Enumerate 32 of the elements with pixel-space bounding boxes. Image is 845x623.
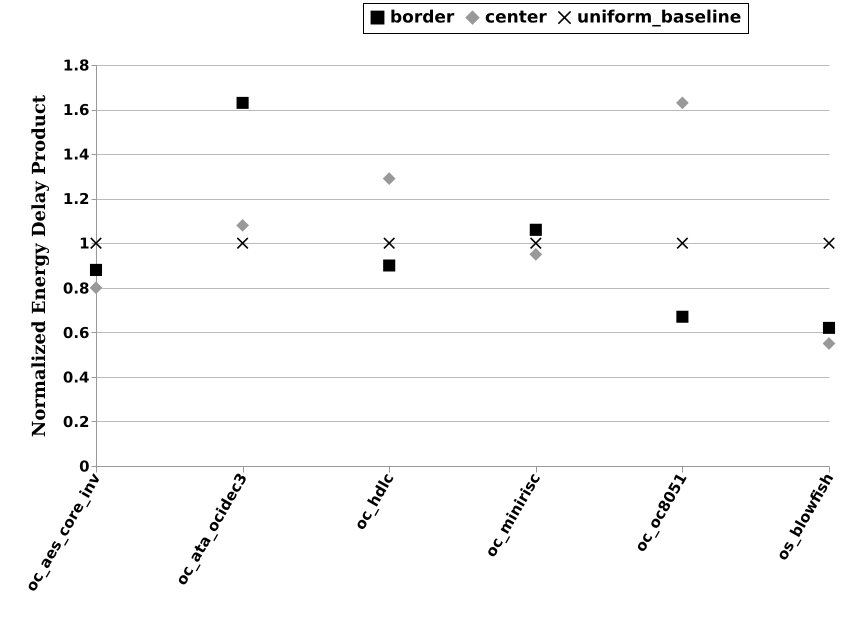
y-tick-label: 0 bbox=[79, 458, 90, 476]
y-tick-label: 0.2 bbox=[62, 412, 90, 431]
y-tick-label: 1.4 bbox=[62, 146, 90, 164]
point bbox=[676, 96, 688, 109]
legend-label: center bbox=[485, 8, 548, 28]
point bbox=[822, 322, 836, 334]
point bbox=[90, 237, 102, 250]
point bbox=[822, 337, 836, 350]
point bbox=[383, 237, 396, 250]
point bbox=[822, 237, 836, 250]
y-tick-label: 0.8 bbox=[62, 279, 90, 298]
point bbox=[236, 237, 249, 250]
point bbox=[383, 172, 396, 185]
y-tick-label: 0.6 bbox=[62, 324, 90, 342]
y-tick-label: 1 bbox=[79, 234, 90, 253]
point bbox=[90, 264, 102, 276]
point bbox=[530, 224, 542, 236]
y-tick-label: 0.4 bbox=[62, 368, 90, 386]
point bbox=[530, 248, 542, 260]
point bbox=[236, 96, 249, 109]
y-tick-label: 1.8 bbox=[62, 56, 90, 74]
point bbox=[236, 219, 249, 232]
legend-label: uniform_baseline bbox=[577, 8, 742, 28]
point bbox=[676, 310, 688, 323]
y-axis-title: Normalized Energy Delay Product bbox=[28, 94, 50, 438]
point bbox=[676, 237, 688, 250]
point bbox=[383, 259, 396, 272]
point bbox=[530, 237, 542, 250]
y-tick-label: 1.6 bbox=[62, 101, 90, 120]
legend-label: border bbox=[390, 8, 455, 28]
point bbox=[90, 282, 102, 294]
y-tick-label: 1.2 bbox=[62, 190, 90, 208]
